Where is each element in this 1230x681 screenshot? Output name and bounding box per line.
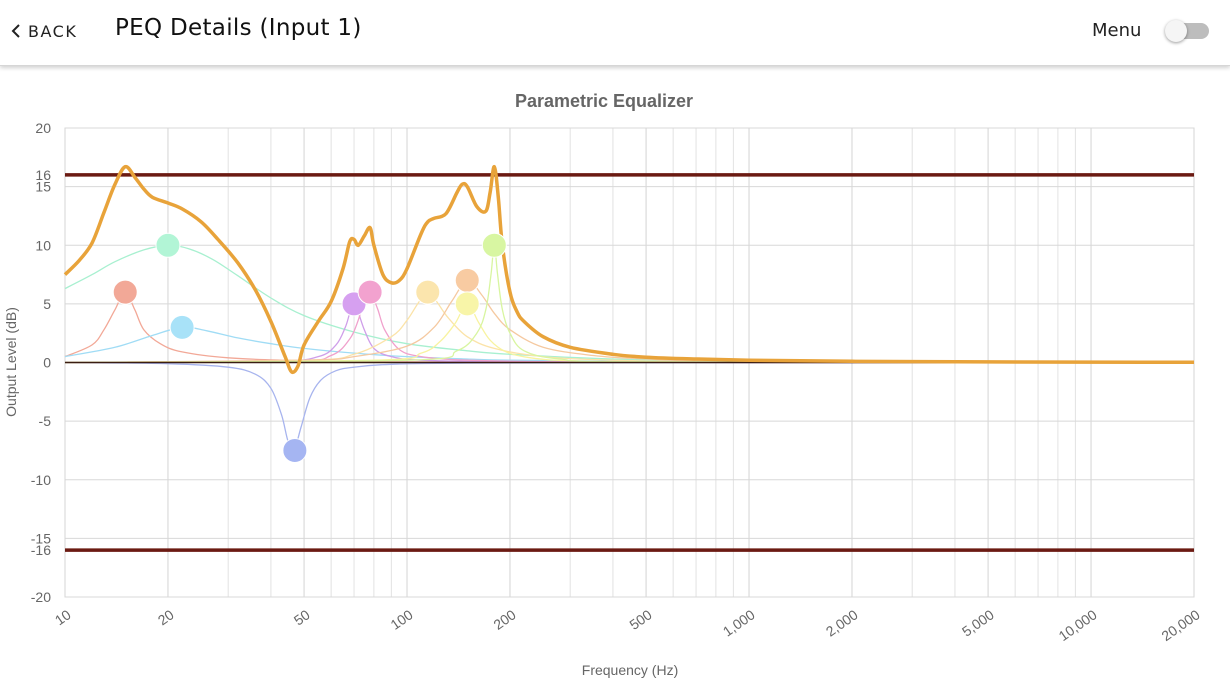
filter-curve [64,361,1195,449]
filter-handle[interactable] [112,279,138,305]
filter-handle[interactable] [155,232,181,258]
y-axis-title: Output Level (dB) [3,307,19,417]
x-tick-label: 50 [291,606,313,628]
toggle-knob [1165,20,1187,42]
x-tick-label: 1,000 [720,606,758,639]
filter-handle[interactable] [415,279,441,305]
peq-chart[interactable]: Parametric Equalizer -20 -15 -10 -5 0 5 10 15 20… [0,67,1230,681]
filter-handle[interactable] [282,437,308,463]
filter-curves [64,244,1195,449]
filter-curve [64,303,1195,364]
combined-response [63,164,1195,375]
limit-line-label: 16 [35,167,51,183]
x-tick-label: 2,000 [823,606,861,639]
x-tick-label: 200 [490,606,518,633]
x-tick-label: 10 [52,606,74,628]
x-tick-label: 10,000 [1056,606,1100,644]
limit-line-label: -16 [31,542,51,558]
filter-handle[interactable] [481,232,507,258]
filter-curve [64,291,1195,364]
y-axis-labels: -20 -15 -10 -5 0 5 10 15 20 16 -16 [31,120,51,605]
x-axis-labels: 10 20 50 100 200 500 1,000 2,000 5,000 10,000 20,0… [52,606,1203,644]
top-bar: BACK PEQ Details (Input 1) Menu [0,0,1230,66]
chart-title: Parametric Equalizer [515,91,693,111]
filter-handle[interactable] [357,279,383,305]
filter-curve [64,291,1195,364]
x-tick-label: 100 [387,606,415,633]
y-tick-label: 20 [35,120,51,136]
y-tick-label: -10 [31,472,51,488]
page-title: PEQ Details (Input 1) [115,15,362,41]
filter-curve [64,303,1195,364]
filter-handle[interactable] [169,314,195,340]
filter-handle[interactable] [454,267,480,293]
menu-toggle[interactable] [1165,20,1209,42]
y-tick-label: 10 [35,237,51,253]
combined-response-curve [63,164,1195,375]
back-button[interactable]: BACK [10,18,77,44]
filter-curve [64,279,1195,364]
y-tick-label: 0 [43,355,51,371]
filter-curve [64,291,1195,364]
y-tick-label: -5 [39,413,52,429]
x-axis-title: Frequency (Hz) [582,662,678,678]
x-tick-label: 500 [626,606,654,633]
x-tick-label: 20,000 [1158,606,1202,644]
menu-label: Menu [1092,20,1142,41]
y-tick-label: -20 [31,589,51,605]
filter-handle[interactable] [454,291,480,317]
filter-handles[interactable] [112,232,507,463]
y-tick-label: 15 [35,179,51,195]
y-tick-label: -15 [31,530,51,546]
chevron-left-icon [11,24,20,38]
back-label: BACK [28,21,78,41]
x-tick-label: 5,000 [959,606,997,639]
y-tick-label: 5 [43,296,51,312]
x-tick-label: 20 [155,606,177,628]
